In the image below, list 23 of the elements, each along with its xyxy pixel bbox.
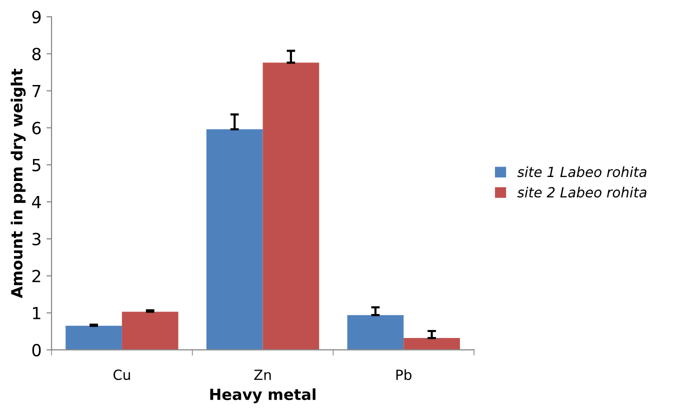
bar bbox=[262, 62, 320, 350]
x-tick-label: Pb bbox=[396, 369, 412, 380]
bar bbox=[122, 312, 178, 350]
y-tick-label: 0 bbox=[32, 344, 41, 356]
y-tick-label: 5 bbox=[32, 158, 40, 172]
x-axis-title: Heavy metal bbox=[210, 388, 316, 404]
legend-label: site 2 Labeo rohita bbox=[517, 186, 646, 198]
y-tick-label: 4 bbox=[32, 196, 41, 208]
y-tick-label: 1 bbox=[33, 307, 40, 320]
legend-label: site 1 Labeo rohita bbox=[517, 166, 646, 178]
y-tick-label: 3 bbox=[32, 232, 40, 246]
bar bbox=[404, 338, 460, 350]
bar bbox=[206, 129, 263, 350]
x-tick-label: Cu bbox=[113, 370, 130, 380]
bar bbox=[66, 326, 122, 350]
y-tick-label: 8 bbox=[32, 48, 41, 60]
x-tick-label: Zn bbox=[254, 370, 271, 380]
y-tick-label: 9 bbox=[32, 10, 41, 24]
bar bbox=[347, 315, 404, 350]
y-tick-label: 7 bbox=[32, 84, 40, 98]
y-tick-label: 6 bbox=[32, 122, 41, 134]
y-tick-label: 2 bbox=[32, 270, 40, 282]
y-axis-title: Amount in ppm dry weight bbox=[10, 68, 26, 298]
